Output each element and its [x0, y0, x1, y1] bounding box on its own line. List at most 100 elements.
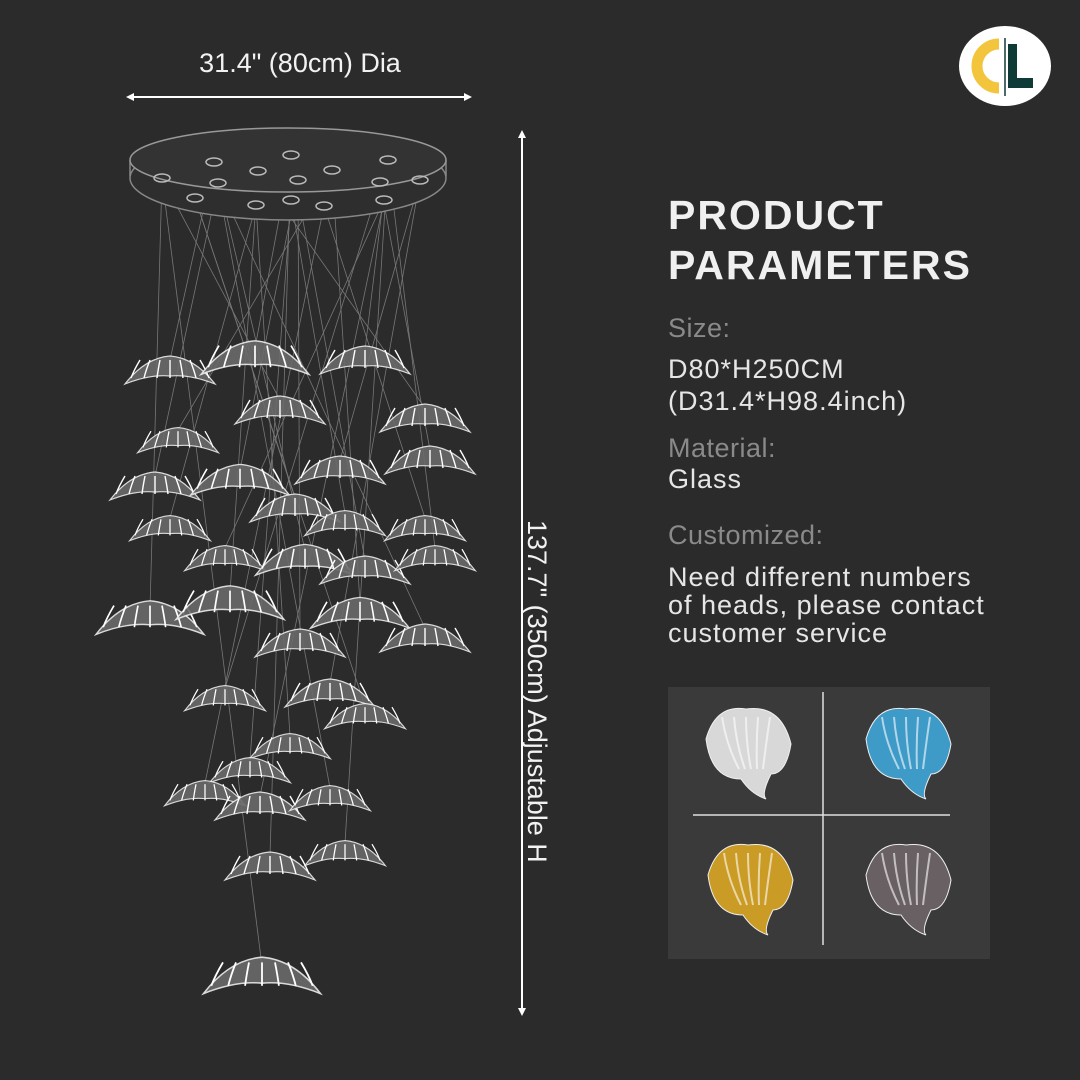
- hanging-wire: [213, 161, 331, 789]
- leaf-strand: [344, 601, 350, 622]
- leaf-strand: [174, 475, 182, 495]
- leaf-strand: [156, 359, 161, 379]
- glass-leaf: [382, 515, 468, 543]
- leaf-strand: [142, 430, 152, 448]
- leaf-strand: [260, 632, 271, 652]
- leaf-strand: [433, 519, 438, 536]
- leaf-strand: [246, 795, 251, 815]
- leaf-swatch-vein: [733, 716, 746, 770]
- leaf-strand: [434, 407, 439, 427]
- canopy-hole: [315, 201, 333, 211]
- leaf-strand: [182, 590, 195, 613]
- leaf-strand: [353, 514, 358, 531]
- leaf-strand: [255, 497, 266, 517]
- leaf-strand: [244, 962, 250, 986]
- leaf-strand: [224, 468, 230, 489]
- leaf-strand: [390, 449, 401, 469]
- canopy-hole: [186, 193, 204, 203]
- leaf-strand: [289, 855, 297, 875]
- leaf-swatch-vein: [762, 716, 771, 770]
- leaf-strand: [449, 449, 457, 469]
- leaf-strand: [268, 497, 276, 517]
- leaf-strand: [240, 399, 251, 419]
- leaf-strand: [242, 548, 250, 566]
- leaf-strand: [332, 844, 337, 861]
- leaf-strand: [392, 601, 404, 622]
- leaf-strand: [338, 559, 346, 579]
- leaf-strand: [316, 601, 328, 622]
- glass-leaf: [383, 445, 477, 476]
- leaf-strand: [180, 783, 188, 801]
- hanging-wire: [217, 182, 426, 629]
- leaf-strand: [412, 519, 417, 536]
- leaf-strand: [117, 605, 127, 628]
- leaf-strand: [266, 345, 272, 368]
- leaf-strand: [204, 430, 214, 448]
- leaf-strand: [227, 962, 237, 987]
- leaf-swatch-vein: [723, 852, 742, 906]
- hanging-wire: [149, 177, 163, 609]
- canopy-hole: [282, 150, 300, 160]
- leaf-strand: [403, 449, 411, 469]
- leaf-strand: [443, 549, 448, 566]
- leaf-strand: [196, 468, 208, 489]
- leaf-swatch-vein: [905, 716, 912, 770]
- leaf-strand: [374, 559, 379, 579]
- leaf-swatch-vein: [893, 716, 906, 770]
- leaf-strand: [267, 760, 275, 778]
- leaf-strand: [326, 459, 331, 479]
- leaf-strand: [179, 359, 184, 379]
- leaf-strand: [369, 459, 380, 479]
- size-value-cm: D80*H250CM: [668, 354, 845, 384]
- leaf-strand: [265, 736, 273, 754]
- swatch-blue: [865, 707, 952, 800]
- canopy-hole: [289, 175, 307, 185]
- leaf-strand: [338, 789, 343, 806]
- leaf-strand: [442, 518, 450, 536]
- leaf-strand: [309, 843, 319, 861]
- leaf-strand: [422, 549, 427, 566]
- leaf-swatch-vein: [881, 852, 900, 906]
- size-label: Size:: [668, 313, 731, 343]
- leaf-strand: [287, 962, 297, 987]
- hanging-wire: [344, 159, 389, 844]
- glass-leaf: [253, 628, 347, 659]
- leaf-strand: [256, 855, 261, 875]
- leaf-strand: [332, 514, 337, 531]
- leaf-strand: [451, 518, 461, 536]
- leaf-swatch-vein: [905, 852, 912, 906]
- leaf-strand: [265, 590, 278, 613]
- leaf-strand: [309, 632, 314, 652]
- leaf-strand: [290, 345, 303, 368]
- hanging-wire: [387, 159, 436, 549]
- leaf-strand: [314, 497, 322, 517]
- hanging-wire: [259, 199, 385, 797]
- leaf-strand: [220, 795, 231, 815]
- glass-leaf: [198, 340, 312, 377]
- leaf-strand: [304, 497, 309, 517]
- leaf-strand: [317, 789, 322, 806]
- leaf-strand: [399, 548, 409, 566]
- leaf-strand: [153, 430, 161, 448]
- leaf-strand: [254, 736, 264, 754]
- leaf-strand: [356, 788, 366, 806]
- leaf-strand: [145, 518, 153, 536]
- glass-leaf: [378, 623, 472, 654]
- leaf-strand: [411, 627, 416, 647]
- leaf-strand: [200, 688, 208, 706]
- material-label: Material:: [668, 433, 777, 463]
- leaf-strand: [294, 788, 304, 806]
- leaf-strand: [339, 682, 344, 702]
- leaf-strand: [352, 707, 357, 724]
- leaf-strand: [300, 961, 314, 987]
- leaf-strand: [459, 449, 470, 469]
- glass-leaf: [287, 785, 373, 813]
- page-title: PRODUCT PARAMETERS: [668, 190, 972, 290]
- leaf-strand: [286, 632, 291, 652]
- swatch-clear: [705, 707, 792, 800]
- canopy-hole: [375, 195, 393, 205]
- glass-leaf: [182, 685, 268, 713]
- leaf-swatch-vein: [922, 716, 931, 770]
- leaf-strand: [169, 783, 179, 801]
- leaf-swatch-vein: [757, 852, 761, 906]
